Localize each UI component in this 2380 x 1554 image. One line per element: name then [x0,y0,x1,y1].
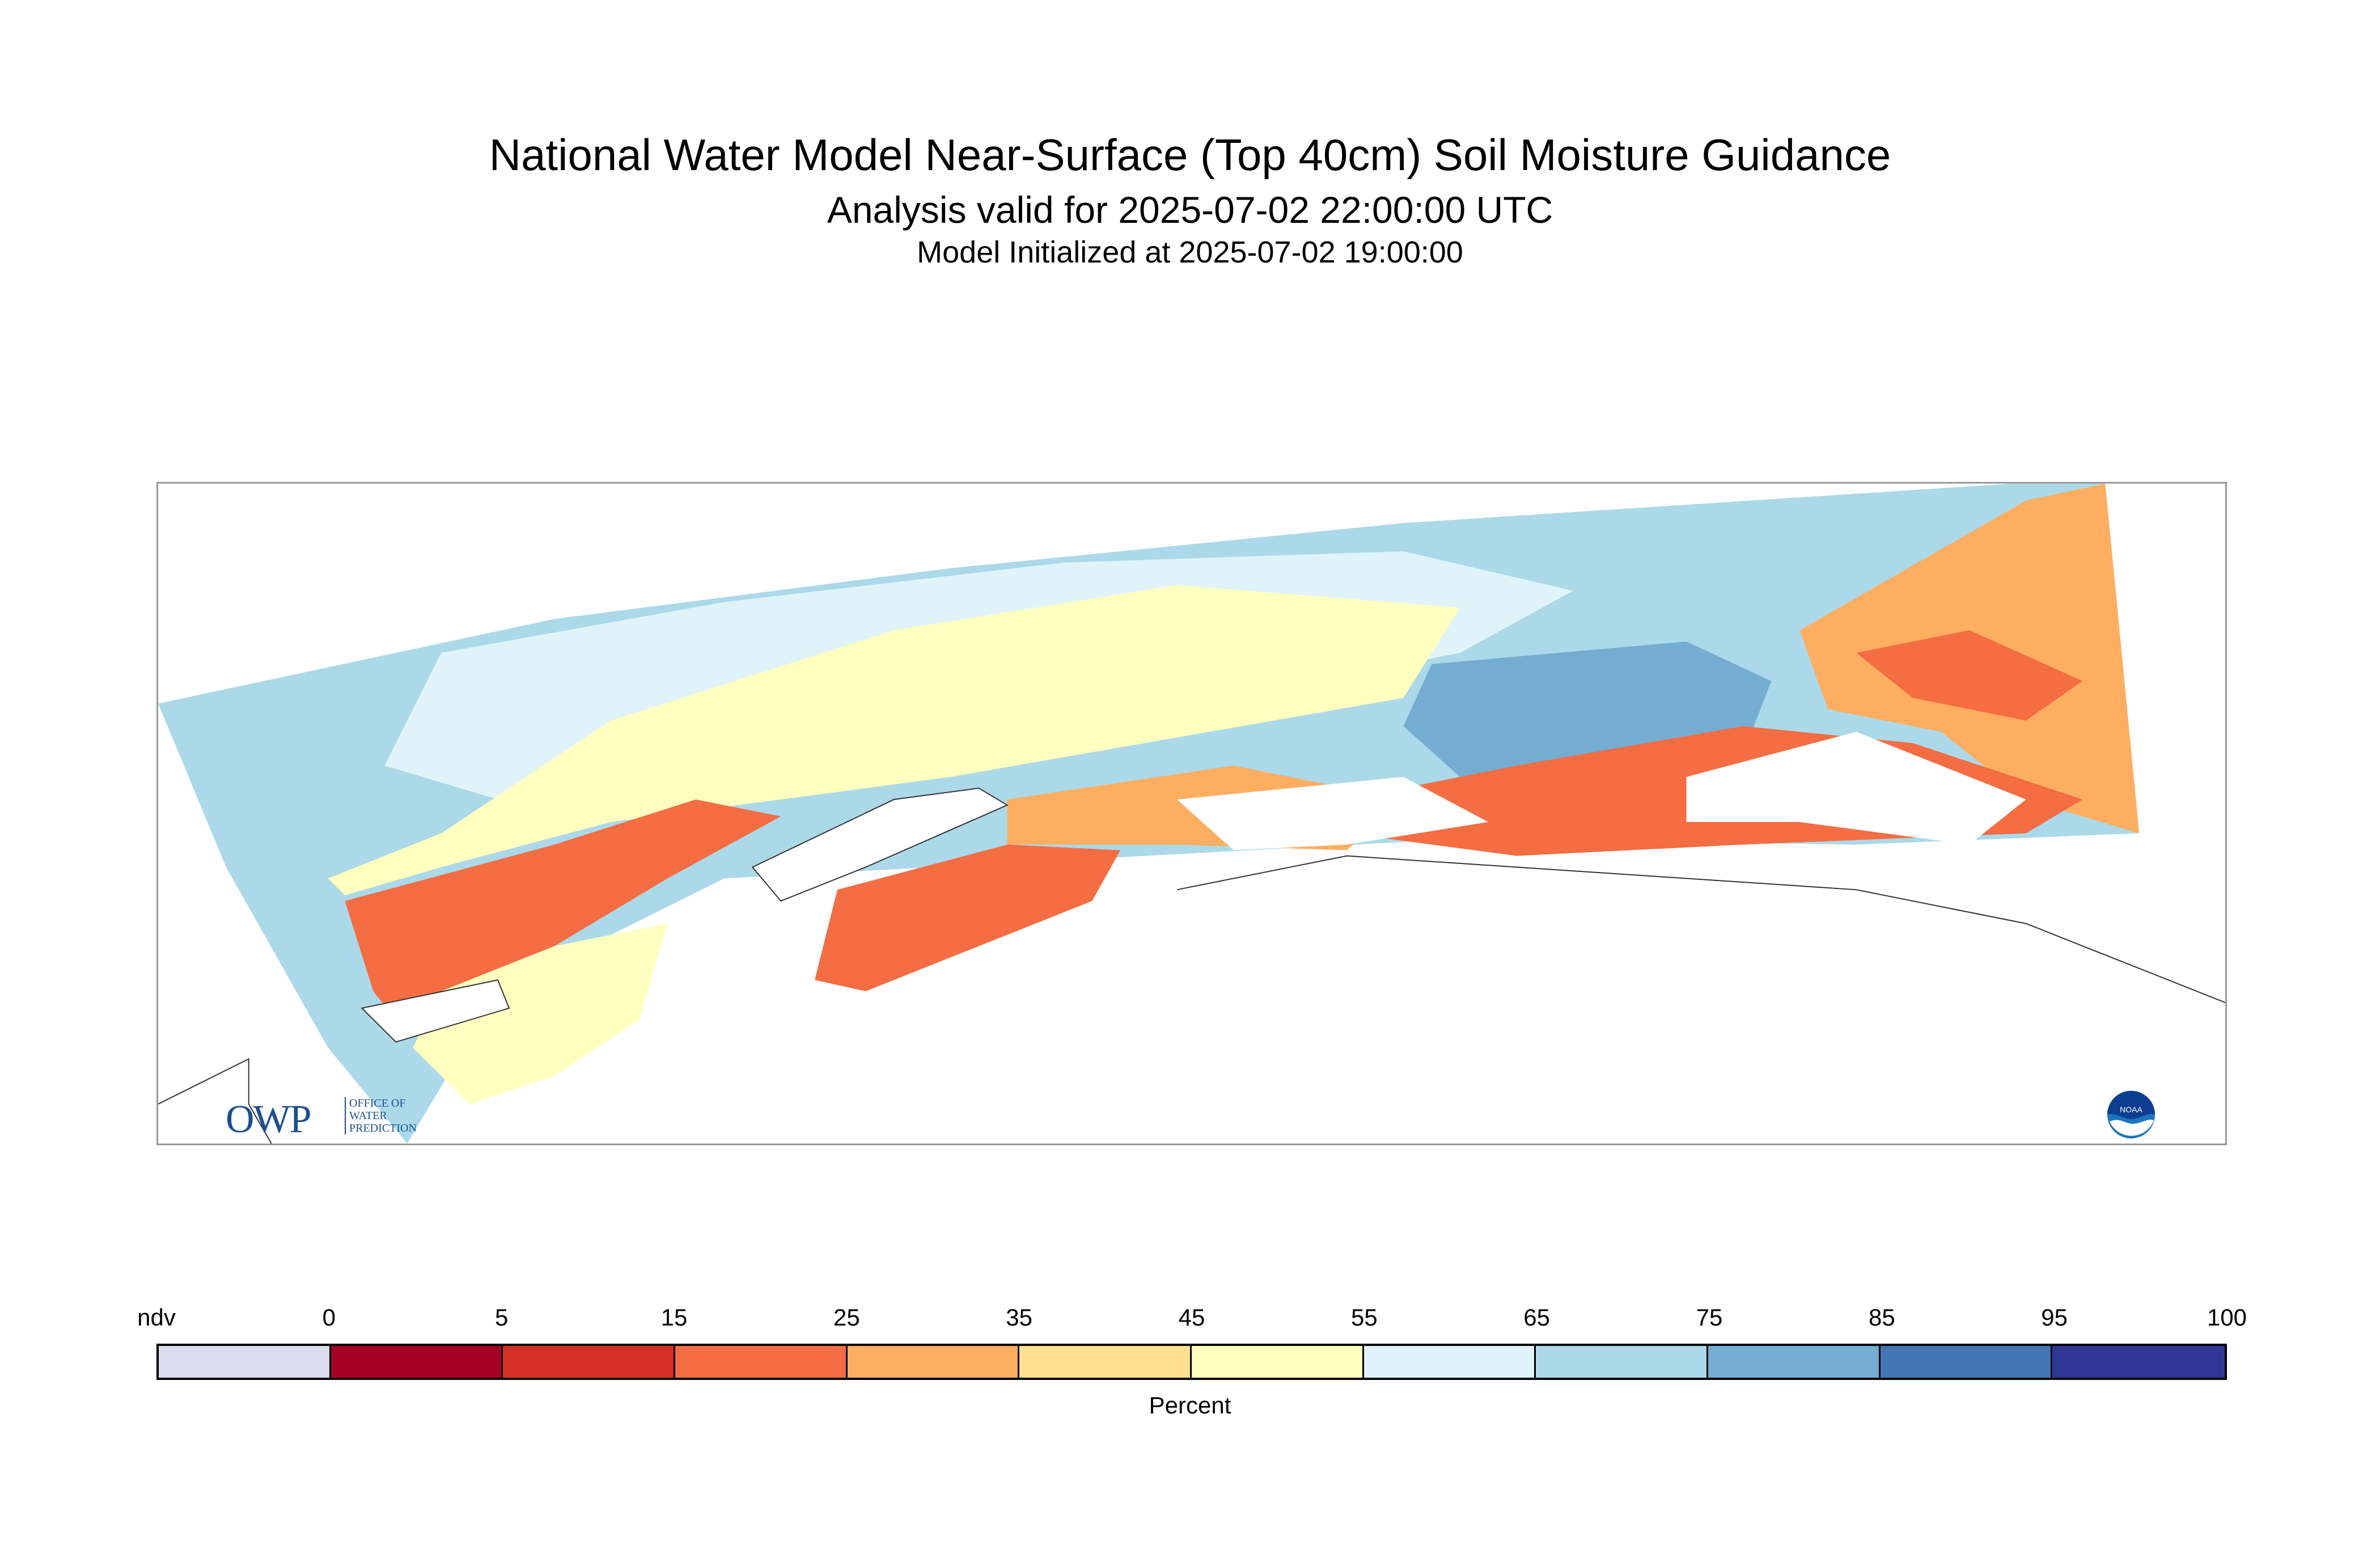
model-init-text: Model Initialized at 2025-07-02 19:00:00 [917,235,1463,269]
legend-swatch [2052,1346,2225,1378]
legend-swatch [1536,1346,1708,1378]
legend-tick-label: 55 [1350,1304,1378,1331]
noaa-text: NOAA [2120,1105,2142,1114]
legend-swatch [1708,1346,1881,1378]
yellow-zone [328,585,1460,896]
legend-swatch [675,1346,848,1378]
noaa-logo: NOAA [2107,1091,2155,1138]
legend-tick-label: 75 [1696,1304,1723,1331]
map-panel [156,482,2227,1145]
glacier-central [1177,777,1489,850]
legend-tick-label: 35 [1006,1304,1033,1331]
legend-tick-label: 15 [660,1304,688,1331]
legend-swatch [1019,1346,1192,1378]
legend-swatch [159,1346,331,1378]
owp-subtext: OFFICE OF WATER PREDICTION [345,1097,446,1134]
legend-tick-label: 0 [322,1304,336,1331]
owp-logo: OWP OFFICE OF WATER PREDICTION [226,1097,417,1142]
owp-mark: OWP [226,1098,312,1141]
legend-swatch [847,1346,1020,1378]
glacier-east [1686,731,2026,845]
legend-unit-label: Percent [1149,1392,1231,1418]
peninsula-orange [815,844,1121,992]
legend-swatch [331,1346,503,1378]
legend-swatch [503,1346,675,1378]
legend-tick-label: 95 [2041,1304,2068,1331]
legend-swatch [1880,1346,2053,1378]
bristol-bay-water [361,979,510,1043]
legend-tick-label: 25 [833,1304,860,1331]
map-subtitle: Analysis valid for 2025-07-02 22:00:00 U… [827,189,1553,231]
cook-inlet [751,787,1009,902]
coastline [1176,855,2225,1003]
east-red-stripe [1856,630,2083,721]
legend-tick-label: 85 [1868,1304,1895,1331]
legend-swatch [1363,1346,1536,1378]
legend-tick-label: 100 [2207,1304,2247,1331]
legend-tick-label: 65 [1523,1304,1551,1331]
color-legend [156,1344,2227,1380]
soil-moisture-map [158,484,2225,1144]
legend-tick-label: 5 [494,1304,509,1331]
coastline-west [158,1058,272,1144]
legend-swatch [1191,1346,1364,1378]
legend-tick-label: 45 [1178,1304,1205,1331]
southwest-orange [345,799,781,1020]
map-title: National Water Model Near-Surface (Top 4… [489,130,1891,180]
southwest-yellow [413,924,668,1104]
legend-tick-label: ndv [137,1304,176,1331]
